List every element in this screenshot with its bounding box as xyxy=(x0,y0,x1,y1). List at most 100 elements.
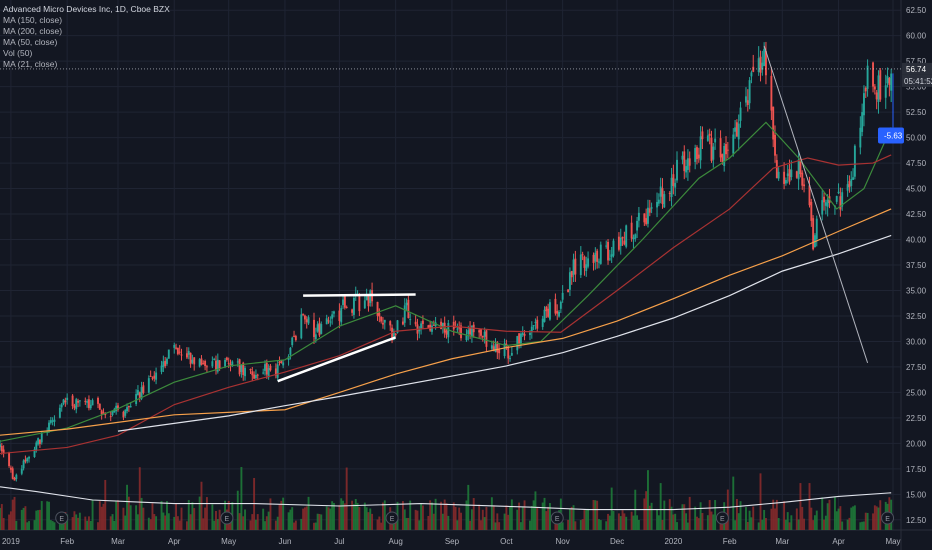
volume-bar xyxy=(872,513,874,530)
volume-bar xyxy=(262,508,265,530)
earnings-marker[interactable]: E xyxy=(385,511,399,525)
volume-bar xyxy=(824,515,827,530)
candle xyxy=(294,334,297,342)
candle-body xyxy=(126,407,129,412)
candle xyxy=(77,398,79,408)
candle-body xyxy=(407,299,410,319)
candle-body xyxy=(352,297,355,315)
indicator-ma200[interactable]: MA (200, close) xyxy=(3,26,63,36)
candle-body xyxy=(888,77,891,85)
candle xyxy=(147,375,150,394)
indicator-volume[interactable]: Vol (50) xyxy=(3,48,33,58)
earnings-marker[interactable]: E xyxy=(881,511,895,525)
candle xyxy=(543,306,546,323)
candle-body xyxy=(783,171,786,184)
volume-bar xyxy=(532,500,535,530)
earnings-marker[interactable]: E xyxy=(715,511,729,525)
candle-body xyxy=(719,138,722,158)
candle xyxy=(135,389,138,407)
candle-body xyxy=(89,404,92,409)
volume-bar xyxy=(75,514,78,530)
candle xyxy=(701,126,704,150)
candle-body xyxy=(86,401,89,403)
candle xyxy=(672,164,675,195)
volume-bar xyxy=(22,507,25,530)
volume-bar xyxy=(833,496,836,530)
candle-body xyxy=(812,218,815,250)
volume-bar xyxy=(205,497,208,530)
volume-bar xyxy=(536,507,539,530)
earnings-marker[interactable]: E xyxy=(220,511,234,525)
earnings-marker[interactable]: E xyxy=(550,511,564,525)
measure-badge[interactable] xyxy=(878,127,904,144)
volume-bar xyxy=(866,512,869,530)
volume-bar xyxy=(352,504,355,530)
volume-bar xyxy=(561,522,564,530)
candle xyxy=(850,171,853,192)
volume-bar xyxy=(149,519,152,530)
candle-body xyxy=(503,343,506,357)
volume-bar xyxy=(598,519,600,530)
candle-body xyxy=(64,400,67,403)
candle-body xyxy=(49,420,52,423)
volume-bar xyxy=(371,513,374,530)
candle-body xyxy=(498,349,501,354)
candle-body xyxy=(714,138,717,143)
volume-bar xyxy=(394,520,397,530)
candle-body xyxy=(327,320,330,322)
symbol-title[interactable]: Advanced Micro Devices Inc, 1D, Cboe BZX xyxy=(3,4,170,14)
indicator-ma150[interactable]: MA (150, close) xyxy=(3,15,63,25)
volume-bar xyxy=(256,514,259,530)
candle xyxy=(98,403,101,410)
volume-bar xyxy=(356,502,359,530)
last-price-badge[interactable] xyxy=(902,62,932,75)
volume-bar xyxy=(447,515,450,530)
candle xyxy=(541,315,544,330)
earnings-marker[interactable]: E xyxy=(55,511,69,525)
y-tick-label: 32.50 xyxy=(906,312,927,321)
candle-body xyxy=(839,196,842,210)
candle-body xyxy=(276,364,279,378)
volume-bar xyxy=(164,515,167,530)
candle-body xyxy=(280,359,283,363)
volume-bar xyxy=(587,508,590,530)
candle-body xyxy=(75,399,78,410)
candle-body xyxy=(886,76,889,84)
candle xyxy=(554,293,557,316)
candle xyxy=(71,394,74,410)
volume-bar xyxy=(835,511,838,530)
y-tick-label: 12.50 xyxy=(906,516,927,525)
candle xyxy=(770,66,773,121)
volume-bar xyxy=(314,522,317,530)
candle xyxy=(22,459,25,471)
indicator-ma21[interactable]: MA (21, close) xyxy=(3,59,58,69)
volume-bar xyxy=(683,504,686,530)
volume-bar xyxy=(2,517,5,530)
earnings-letter: E xyxy=(885,516,890,523)
candle xyxy=(596,248,599,269)
candle-body xyxy=(799,161,802,175)
candle xyxy=(53,415,56,427)
volume-bar xyxy=(668,499,671,530)
candle-body xyxy=(305,319,308,323)
candle xyxy=(556,304,559,320)
volume-bar xyxy=(748,510,751,530)
volume-bar xyxy=(803,518,806,530)
x-tick-label: Aug xyxy=(389,537,403,546)
candle-body xyxy=(592,254,595,264)
candle-body xyxy=(405,302,408,306)
indicator-ma50[interactable]: MA (50, close) xyxy=(3,37,58,47)
candle xyxy=(300,308,303,340)
volume-bar xyxy=(78,512,81,530)
volume-bar xyxy=(645,491,648,530)
candle-body xyxy=(117,405,119,410)
candle xyxy=(570,270,573,285)
volume-bar xyxy=(126,484,129,530)
volume-bar xyxy=(879,500,882,530)
candle xyxy=(848,175,851,193)
candle xyxy=(176,347,179,356)
volume-bar xyxy=(213,520,216,530)
candle xyxy=(875,89,878,110)
